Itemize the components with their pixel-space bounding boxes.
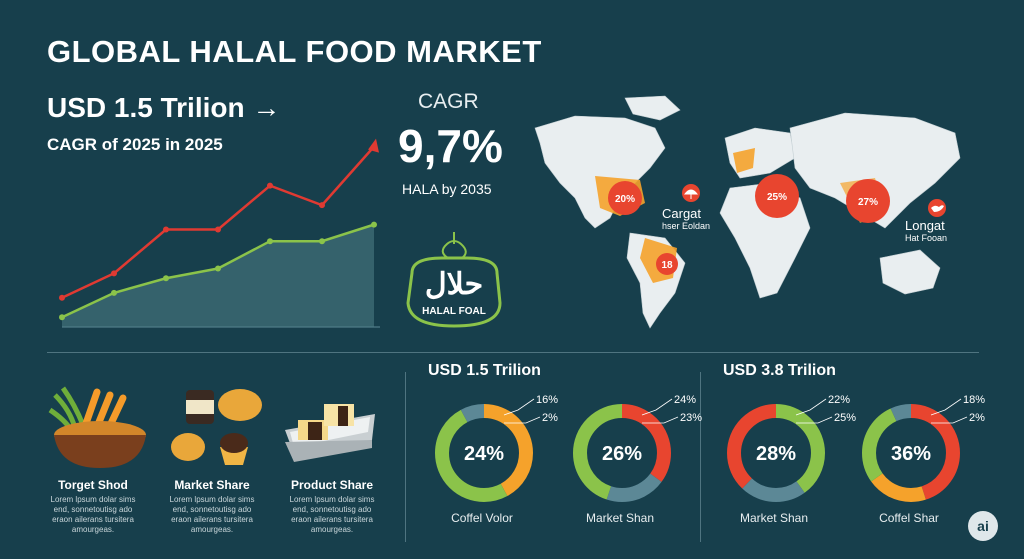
snack-illustration xyxy=(171,389,262,465)
cagr-value: 9,7% xyxy=(398,120,503,172)
section-divider xyxy=(47,352,979,353)
donut-chart-3: 28% 22% 25% xyxy=(727,394,856,502)
donut-2-callout-line-0 xyxy=(641,398,673,416)
donut-2-callout-1: 23% xyxy=(680,412,702,424)
product-desc-2: Lorem lpsum dolar sims end, sonnetoutisg… xyxy=(169,495,255,534)
donut-caption-1: Coffel Volor xyxy=(451,511,513,525)
halal-logo: حلال HALAL FOAL xyxy=(406,232,502,328)
data-point-1-0 xyxy=(59,314,65,321)
donut-1-callout-0: 16% xyxy=(536,394,558,406)
donut-2-callout-0: 24% xyxy=(674,394,696,406)
donut-2-slice-2 xyxy=(573,404,671,502)
trend-arrow-head xyxy=(368,138,379,153)
dessert-tray-illustration xyxy=(285,404,375,462)
donut-1-callout-line-0 xyxy=(503,398,535,416)
data-point-1-3 xyxy=(215,265,221,272)
donut-4-slice-2 xyxy=(862,404,960,502)
ai-badge: ai xyxy=(968,511,998,541)
product-desc-1: Lorem lpsum dolar sims end, sonnetoutisg… xyxy=(50,495,136,534)
food-bowl-illustration xyxy=(48,386,146,468)
map-marker-middle-east: 25% xyxy=(755,174,799,218)
map-marker-asia: 27% xyxy=(846,179,890,223)
donut-1-slice-1 xyxy=(435,404,533,502)
australia-shape xyxy=(879,249,941,295)
donut-caption-2: Market Shan xyxy=(585,511,655,525)
map-label-cargat: Cargat hser Eoldan xyxy=(662,206,711,231)
umbrella-pin-icon xyxy=(682,184,700,202)
halal-script: حلال xyxy=(425,268,483,301)
product-title-3: Product Share xyxy=(290,478,374,492)
asia-shape xyxy=(789,112,961,229)
donut-2-slice-1 xyxy=(573,404,671,502)
donut-caption-4: Coffel Shar xyxy=(879,511,939,525)
series-area-green xyxy=(62,224,374,327)
group-title-2: USD 3.8 Trilion xyxy=(723,362,836,379)
map-marker-americas: 20% xyxy=(608,181,642,215)
data-point-1-2 xyxy=(163,275,169,282)
europe-highlight xyxy=(733,148,755,173)
data-point-1-6 xyxy=(371,221,377,228)
donut-4-callout-1: 2% xyxy=(969,412,985,424)
page-title: GLOBAL HALAL FOOD MARKET xyxy=(47,34,542,69)
world-map: 20% 18 25% 27% xyxy=(534,95,961,329)
column-divider-2 xyxy=(700,372,701,542)
donut-3-center-label: 28% xyxy=(756,443,796,465)
data-point-0-0 xyxy=(59,294,65,301)
svg-text:27%: 27% xyxy=(858,197,878,208)
donut-4-callout-0: 18% xyxy=(963,394,985,406)
svg-text:18: 18 xyxy=(661,260,673,271)
greenland-shape xyxy=(624,95,681,121)
data-point-1-4 xyxy=(267,238,273,245)
donut-2-callout-line-1 xyxy=(642,416,679,424)
donut-4-center-label: 36% xyxy=(891,443,931,465)
market-size-headline: USD 1.5 Trilion → xyxy=(47,92,281,123)
donut-3-slice-1 xyxy=(727,404,825,502)
map-label-longat: Longat Hat Fooan xyxy=(905,218,948,243)
donut-3-callout-1: 25% xyxy=(834,412,856,424)
donut-caption-3: Market Shan xyxy=(739,511,809,525)
donut-chart-4: 36% 18% 2% xyxy=(862,394,985,502)
north-america-shape xyxy=(534,115,666,229)
data-point-0-1 xyxy=(111,270,117,277)
donut-1-callout-1: 2% xyxy=(542,412,558,424)
donut-chart-1: 24% 16% 2% xyxy=(435,394,558,502)
donut-4-slice-3 xyxy=(862,404,960,502)
data-point-0-5 xyxy=(319,202,325,209)
cagr-subhead: CAGR of 2025 in 2025 xyxy=(47,135,223,154)
donut-1-callout-line-1 xyxy=(504,416,541,424)
cagr-label: CAGR xyxy=(418,90,479,113)
donut-3-callout-line-0 xyxy=(795,398,827,416)
svg-text:20%: 20% xyxy=(615,194,635,205)
column-divider-1 xyxy=(405,372,406,542)
product-title-1: Torget Shod xyxy=(58,478,128,492)
data-point-0-2 xyxy=(163,226,169,233)
donut-2-center-label: 26% xyxy=(602,443,642,465)
growth-line-chart xyxy=(59,138,380,328)
data-point-1-5 xyxy=(319,238,325,245)
donut-1-slice-2 xyxy=(435,404,533,502)
data-point-0-4 xyxy=(267,182,273,189)
product-title-2: Market Share xyxy=(174,478,250,492)
donut-3-callout-line-1 xyxy=(796,416,833,424)
donut-3-slice-2 xyxy=(727,404,825,502)
donut-4-slice-1 xyxy=(862,404,960,502)
donut-4-callout-line-0 xyxy=(930,398,962,416)
data-point-1-1 xyxy=(111,289,117,296)
donut-1-center-label: 24% xyxy=(464,443,504,465)
bird-pin-icon xyxy=(928,199,946,217)
donut-chart-2: 26% 24% 23% xyxy=(573,394,702,502)
donut-4-callout-line-1 xyxy=(931,416,968,424)
product-desc-3: Lorem lpsum dolar sims end, sonnetoutisg… xyxy=(289,495,375,534)
data-point-0-3 xyxy=(215,226,221,233)
cagr-note: HALA by 2035 xyxy=(402,181,492,197)
group-title-1: USD 1.5 Trilion xyxy=(428,362,541,379)
donut-3-callout-0: 22% xyxy=(828,394,850,406)
halal-logo-text: HALAL FOAL xyxy=(422,306,486,317)
map-marker-south-america: 18 xyxy=(656,253,678,275)
svg-text:25%: 25% xyxy=(767,192,787,203)
